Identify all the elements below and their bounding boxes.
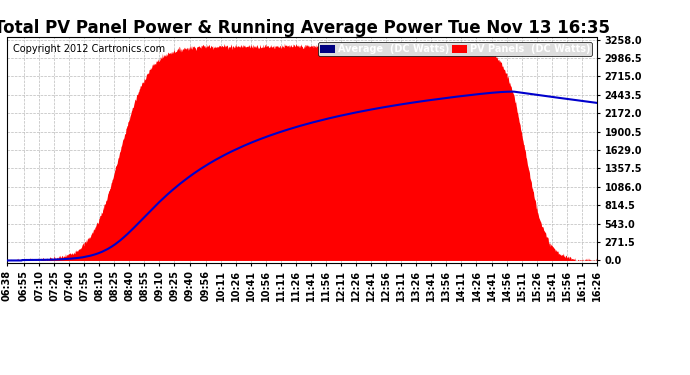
Legend: Average  (DC Watts), PV Panels  (DC Watts): Average (DC Watts), PV Panels (DC Watts): [318, 42, 592, 56]
Title: Total PV Panel Power & Running Average Power Tue Nov 13 16:35: Total PV Panel Power & Running Average P…: [0, 20, 610, 38]
Text: Copyright 2012 Cartronics.com: Copyright 2012 Cartronics.com: [13, 44, 165, 54]
